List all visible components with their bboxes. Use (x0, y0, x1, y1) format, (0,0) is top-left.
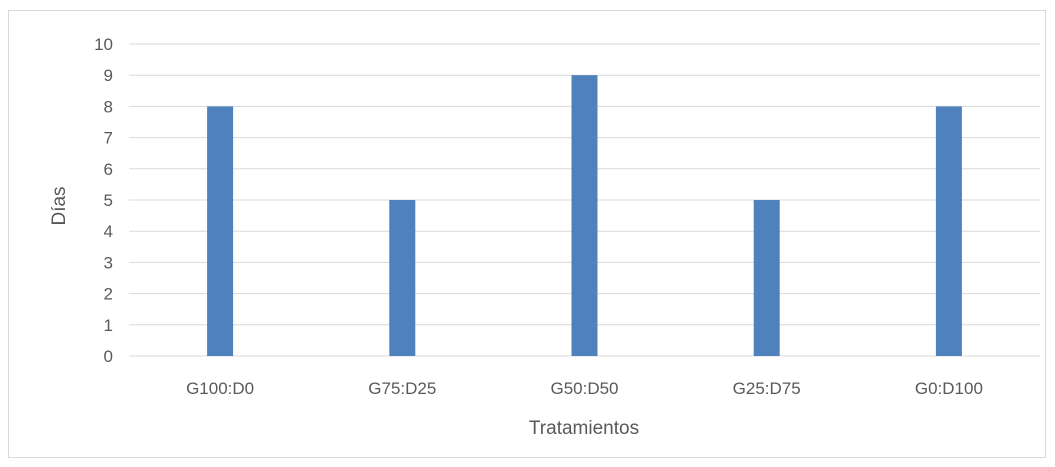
y-tick-label: 1 (104, 316, 113, 335)
bar-G100:D0 (207, 106, 234, 357)
bar-G50:D50 (571, 75, 598, 356)
y-tick-label: 3 (104, 253, 113, 272)
x-tick-labels: G100:D0 G75:D25 G50:D50 G25:D75 G0:D100 (186, 379, 983, 398)
x-tick-label: G25:D75 (733, 379, 801, 398)
bar-G25:D75 (753, 200, 780, 356)
y-tick-labels: 0 1 2 3 4 5 6 7 8 9 10 (94, 35, 113, 366)
y-tick-label: 6 (104, 160, 113, 179)
x-tick-label: G50:D50 (550, 379, 618, 398)
bar-G0:D100 (935, 106, 962, 357)
y-tick-label: 7 (104, 129, 113, 148)
bars (207, 75, 962, 357)
x-tick-label: G75:D25 (368, 379, 436, 398)
bar-G75:D25 (389, 200, 416, 356)
y-tick-label: 0 (104, 347, 113, 366)
y-tick-label: 2 (104, 285, 113, 304)
y-tick-label: 10 (94, 35, 113, 54)
y-tick-label: 5 (104, 191, 113, 210)
y-axis-title: Días (49, 186, 70, 225)
chart-frame (8, 10, 1046, 458)
x-tick-label: G100:D0 (186, 379, 254, 398)
x-axis-title: Tratamientos (529, 418, 639, 439)
y-tick-label: 4 (104, 222, 113, 241)
y-tick-label: 9 (104, 66, 113, 85)
y-tick-label: 8 (104, 97, 113, 116)
x-tick-label: G0:D100 (915, 379, 983, 398)
